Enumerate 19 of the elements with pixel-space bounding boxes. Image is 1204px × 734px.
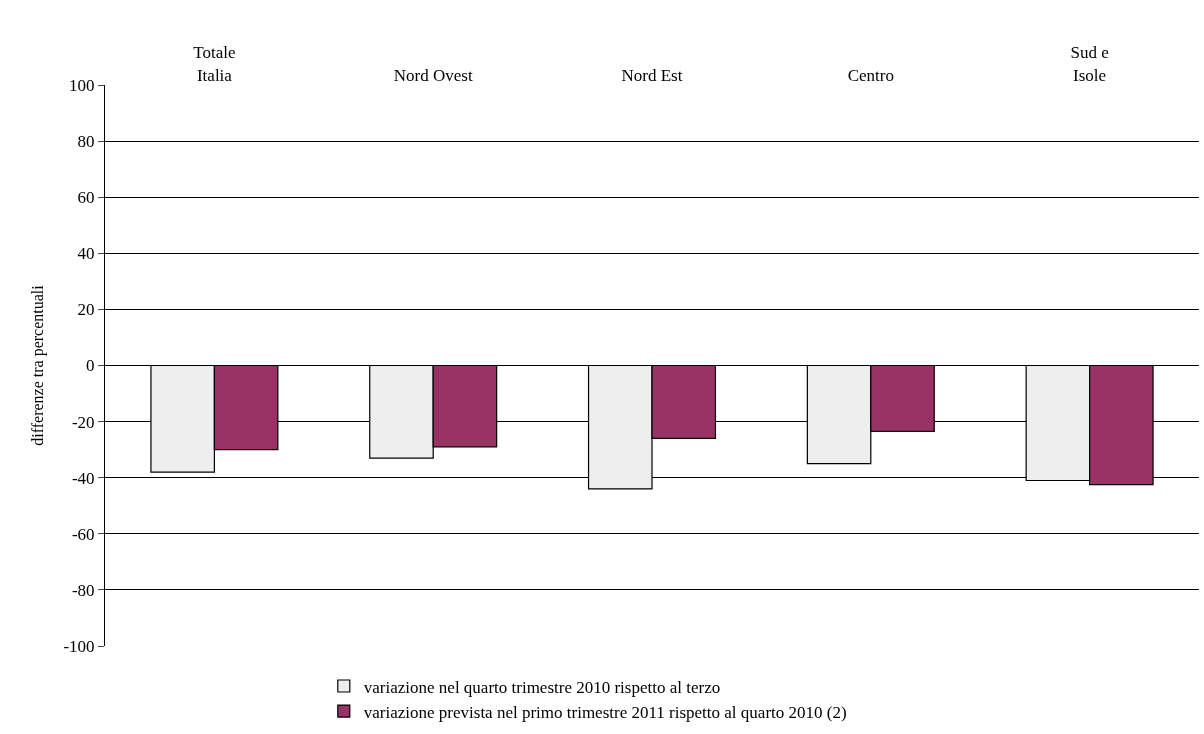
y-tick-label: 0 bbox=[86, 356, 95, 376]
y-tick-label: 100 bbox=[69, 75, 95, 95]
legend-label: variazione prevista nel primo trimestre 2011 rispetto al quarto 2010 (2) bbox=[363, 702, 847, 722]
y-axis-title: differenze tra percentuali bbox=[29, 284, 48, 446]
y-tick-label: -100 bbox=[63, 636, 95, 656]
y-tick-label: 20 bbox=[77, 300, 95, 320]
x-tick-label: Totale Italia bbox=[193, 43, 236, 85]
x-tick-label: Nord Est bbox=[621, 65, 683, 85]
y-tick-label: 40 bbox=[77, 244, 95, 264]
x-tick-label: Sud e Isole bbox=[1070, 43, 1109, 85]
legend-label: variazione nel quarto trimestre 2010 rispetto al terzo bbox=[363, 677, 721, 697]
y-tick-label: 80 bbox=[77, 132, 95, 152]
y-tick-label: -80 bbox=[71, 580, 95, 600]
y-tick-label: -60 bbox=[71, 524, 95, 544]
y-tick-label: -40 bbox=[71, 468, 95, 488]
y-tick-label: 60 bbox=[77, 188, 95, 208]
y-tick-label: -20 bbox=[71, 412, 95, 432]
x-tick-label: Nord Ovest bbox=[393, 65, 473, 85]
x-tick-label: Centro bbox=[847, 65, 894, 85]
